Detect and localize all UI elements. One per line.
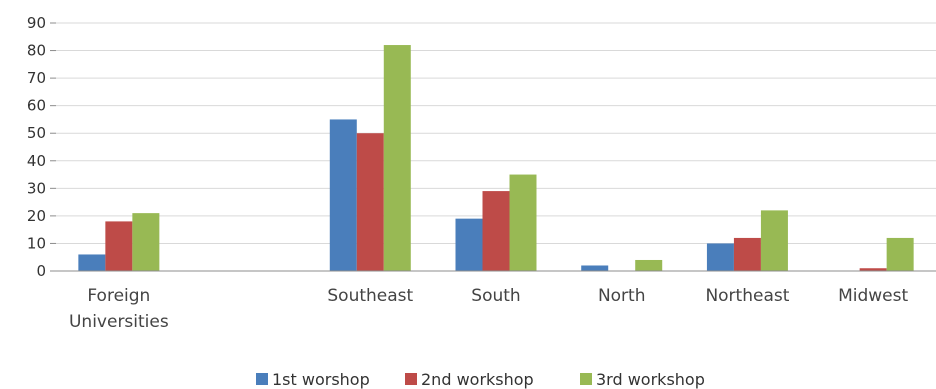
x-category-label: Northeast [705,286,789,306]
bar-3rd-workshop [886,237,914,271]
y-tick-label: 90 [27,14,46,32]
x-axis: Foreign Universities Southeast South North No… [69,286,909,332]
gridlines [56,22,936,244]
x-category-label: South [471,286,520,306]
bar-1st-worshop [581,265,609,271]
y-tick-label: 10 [27,234,46,252]
bar-3rd-workshop [132,213,160,271]
legend-swatch [405,373,417,385]
y-tick-label: 60 [27,97,46,115]
legend-swatch [256,373,268,385]
bar-2nd-workshop [733,237,761,271]
x-category-label: Midwest [838,286,908,306]
y-axis: 0 10 20 30 40 50 60 70 80 90 [27,14,56,280]
bar-2nd-workshop [859,268,887,271]
legend-label: 3rd workshop [596,370,705,389]
bar-3rd-workshop [635,259,663,271]
bar-3rd-workshop [383,45,411,271]
bar-1st-worshop [78,254,106,271]
bar-1st-worshop [329,119,357,271]
y-tick-label: 40 [27,152,46,170]
x-category-label: Foreign Universities [69,286,169,332]
bar-2nd-workshop [105,221,133,271]
y-tick-label: 30 [27,179,46,197]
x-category-label: Southeast [327,286,413,306]
bar-3rd-workshop [760,210,788,271]
x-category-label: North [598,286,646,306]
y-tick-label: 70 [27,69,46,87]
y-tick-label: 50 [27,124,46,142]
bar-1st-worshop [706,243,734,271]
legend-label: 1st worshop [272,370,370,389]
legend: 1st worshop 2nd workshop 3rd workshop [256,370,705,389]
y-tick-label: 0 [36,262,46,280]
bar-3rd-workshop [509,174,537,271]
bars [78,45,914,271]
bar-2nd-workshop [356,133,384,271]
y-tick-label: 20 [27,207,46,225]
legend-swatch [580,373,592,385]
legend-label: 2nd workshop [421,370,534,389]
bar-2nd-workshop [482,191,510,271]
bar-1st-worshop [455,218,483,271]
y-tick-label: 80 [27,42,46,60]
